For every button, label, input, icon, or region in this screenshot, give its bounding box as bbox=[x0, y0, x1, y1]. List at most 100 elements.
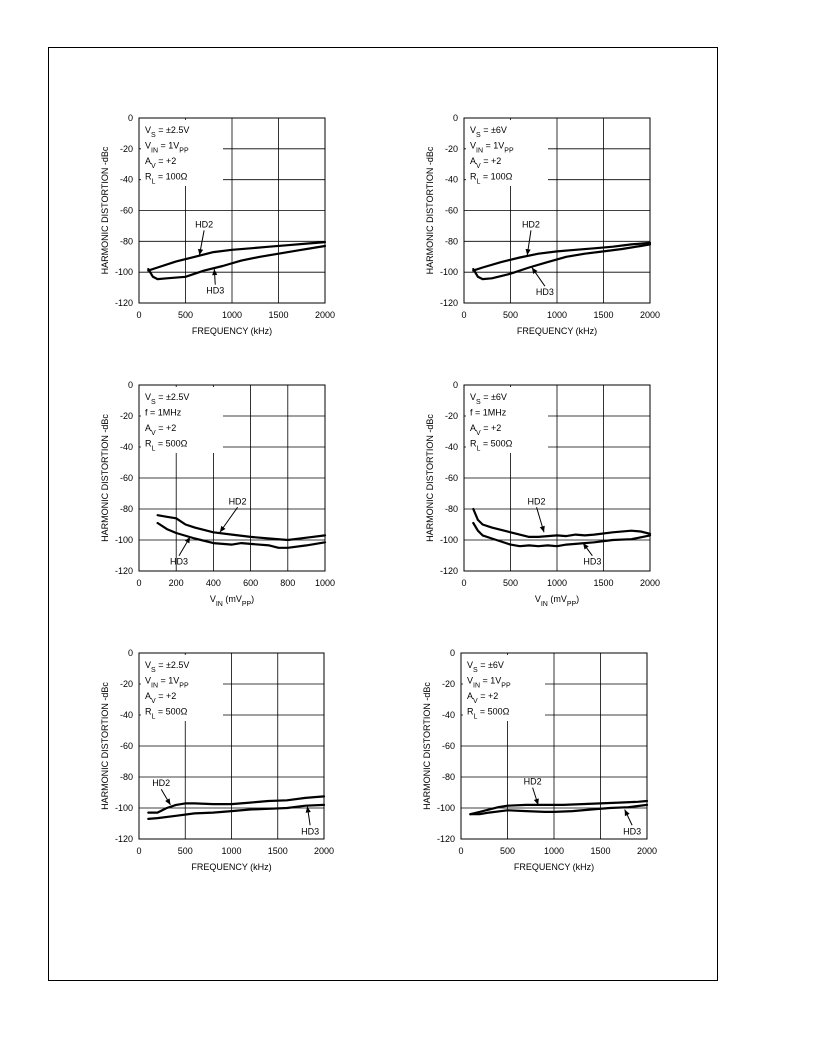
series-hd2 bbox=[156, 514, 327, 542]
condition-text: VS = ±2.5V bbox=[145, 125, 189, 139]
y-axis-label: HARMONIC DISTORTION -dBc bbox=[422, 682, 432, 810]
annotation-hd3: HD3 bbox=[170, 557, 188, 567]
y-tick-label: -20 bbox=[445, 411, 458, 421]
series-hd2 bbox=[147, 241, 327, 272]
y-tick-label: -120 bbox=[115, 834, 133, 844]
annotation-arrowhead bbox=[525, 248, 531, 256]
series-hd3 bbox=[472, 521, 652, 548]
x-axis-label: VIN (mVPP) bbox=[210, 594, 254, 608]
y-tick-label: -120 bbox=[115, 566, 133, 576]
x-tick-label: 0 bbox=[461, 578, 466, 588]
y-tick-label: -80 bbox=[120, 504, 133, 514]
y-tick-label: -80 bbox=[445, 504, 458, 514]
y-tick-label: -80 bbox=[445, 236, 458, 246]
condition-text: RL = 500Ω bbox=[145, 439, 188, 453]
annotation-hd2: HD2 bbox=[522, 219, 540, 229]
x-tick-label: 1000 bbox=[221, 846, 241, 856]
annotation-arrowhead bbox=[165, 798, 171, 805]
y-tick-label: -60 bbox=[445, 473, 458, 483]
condition-text: f = 1MHz bbox=[145, 408, 182, 418]
annotation-arrowhead bbox=[539, 525, 545, 533]
y-tick-label: -60 bbox=[120, 741, 133, 751]
y-tick-label: -100 bbox=[115, 803, 133, 813]
condition-text: VS = ±6V bbox=[470, 125, 507, 139]
x-tick-label: 0 bbox=[461, 310, 466, 320]
x-tick-label: 1000 bbox=[222, 310, 242, 320]
condition-text: f = 1MHz bbox=[470, 408, 507, 418]
page-frame bbox=[48, 47, 718, 981]
x-tick-label: 600 bbox=[243, 578, 258, 588]
condition-text: AV = +2 bbox=[470, 156, 501, 170]
conditions-box bbox=[141, 655, 223, 721]
x-tick-label: 500 bbox=[500, 846, 515, 856]
y-axis-label: HARMONIC DISTORTION -dBc bbox=[100, 146, 110, 274]
y-tick-label: -20 bbox=[120, 679, 133, 689]
y-tick-label: -60 bbox=[442, 741, 455, 751]
x-axis-label: FREQUENCY (kHz) bbox=[191, 862, 271, 872]
y-tick-label: -120 bbox=[115, 298, 133, 308]
x-tick-label: 2000 bbox=[640, 578, 660, 588]
annotation-hd3: HD3 bbox=[536, 287, 554, 297]
y-tick-label: -40 bbox=[445, 442, 458, 452]
y-tick-label: 0 bbox=[128, 113, 133, 123]
conditions-box bbox=[463, 655, 545, 721]
y-tick-label: -120 bbox=[437, 834, 455, 844]
y-tick-label: -40 bbox=[120, 710, 133, 720]
series-hd3 bbox=[472, 243, 652, 281]
x-tick-label: 500 bbox=[178, 310, 193, 320]
condition-text: AV = +2 bbox=[467, 691, 498, 705]
annotation-hd2: HD2 bbox=[152, 778, 170, 788]
x-tick-label: 800 bbox=[280, 578, 295, 588]
x-tick-label: 0 bbox=[458, 846, 463, 856]
chart-4: VS = ±6V f = 1MHz AV = +2 RL = 500Ω 0 -20 -40 -… bbox=[425, 380, 660, 608]
y-tick-label: -20 bbox=[442, 679, 455, 689]
conditions-box bbox=[141, 120, 223, 186]
plot-frame bbox=[138, 117, 326, 304]
x-tick-label: 1500 bbox=[268, 310, 288, 320]
y-tick-label: -80 bbox=[442, 772, 455, 782]
series-hd2 bbox=[472, 241, 652, 272]
condition-text: VIN = 1VPP bbox=[467, 676, 511, 690]
annotation-arrowhead bbox=[219, 525, 226, 533]
condition-text: RL = 500Ω bbox=[145, 707, 188, 721]
y-tick-label: -20 bbox=[120, 144, 133, 154]
condition-text: RL = 500Ω bbox=[467, 707, 510, 721]
x-tick-label: 500 bbox=[178, 846, 193, 856]
y-tick-label: -120 bbox=[440, 566, 458, 576]
annotation-arrowhead bbox=[212, 269, 218, 276]
annotation-arrowhead bbox=[583, 543, 589, 550]
y-axis-label: HARMONIC DISTORTION -dBc bbox=[100, 414, 110, 542]
y-tick-label: -100 bbox=[437, 803, 455, 813]
x-tick-label: 500 bbox=[503, 310, 518, 320]
y-tick-label: -100 bbox=[440, 535, 458, 545]
y-tick-label: -120 bbox=[440, 298, 458, 308]
annotation-hd2: HD2 bbox=[229, 496, 247, 506]
x-tick-label: 1500 bbox=[593, 578, 613, 588]
annotation-arrowhead bbox=[624, 809, 630, 817]
y-tick-label: -40 bbox=[120, 442, 133, 452]
x-axis-label: FREQUENCY (kHz) bbox=[192, 326, 272, 336]
x-tick-label: 2000 bbox=[640, 310, 660, 320]
annotation-hd2: HD2 bbox=[528, 496, 546, 506]
condition-text: AV = +2 bbox=[145, 423, 176, 437]
y-tick-label: 0 bbox=[128, 380, 133, 390]
conditions-box bbox=[141, 387, 223, 453]
y-tick-label: -100 bbox=[440, 267, 458, 277]
y-tick-label: -40 bbox=[445, 175, 458, 185]
condition-text: VS = ±6V bbox=[467, 660, 504, 674]
y-tick-label: 0 bbox=[128, 648, 133, 658]
condition-text: VS = ±2.5V bbox=[145, 392, 189, 406]
x-axis-label: FREQUENCY (kHz) bbox=[517, 326, 597, 336]
condition-text: VIN = 1VPP bbox=[470, 141, 514, 155]
annotation-hd3: HD3 bbox=[206, 286, 224, 296]
annotation-hd3: HD3 bbox=[623, 826, 641, 836]
conditions-box bbox=[466, 120, 548, 186]
annotation-arrowhead bbox=[531, 267, 538, 274]
annotation-arrowhead bbox=[197, 248, 204, 256]
x-tick-label: 2000 bbox=[314, 846, 334, 856]
x-tick-label: 400 bbox=[206, 578, 221, 588]
x-axis-label: VIN (mVPP) bbox=[535, 594, 579, 608]
x-tick-label: 0 bbox=[136, 310, 141, 320]
